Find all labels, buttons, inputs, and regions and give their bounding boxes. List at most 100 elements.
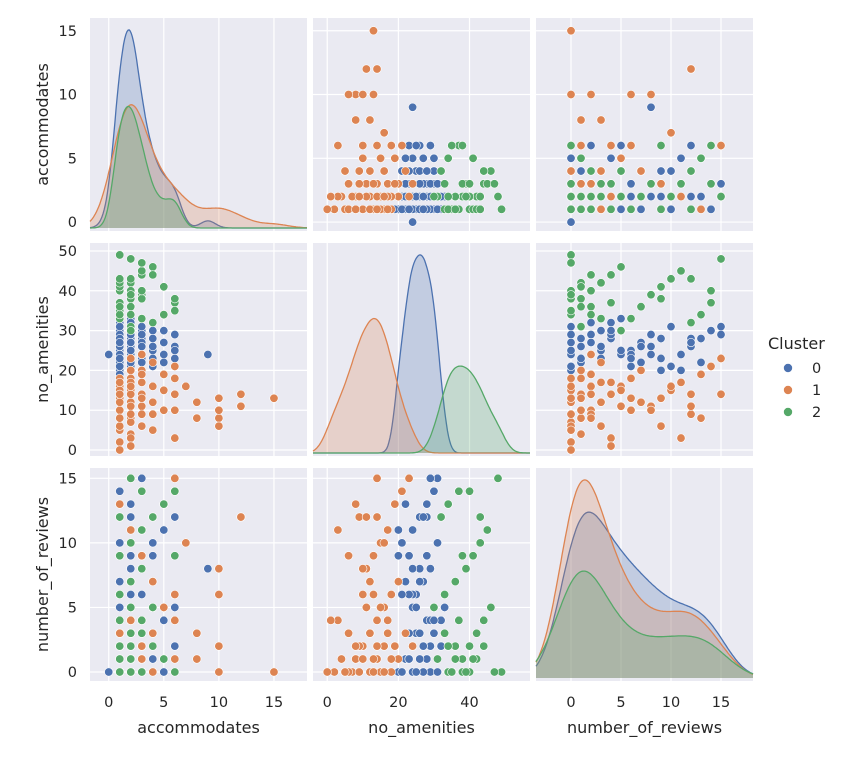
point-cluster-0 (596, 326, 606, 336)
point-cluster-1 (361, 64, 371, 74)
point-cluster-1 (269, 393, 279, 403)
point-cluster-0 (418, 192, 428, 202)
point-cluster-2 (696, 310, 706, 320)
point-cluster-1 (115, 389, 125, 399)
point-cluster-1 (606, 389, 616, 399)
point-cluster-2 (465, 179, 475, 189)
point-cluster-1 (376, 602, 386, 612)
point-cluster-2 (489, 179, 499, 189)
point-cluster-1 (566, 409, 576, 419)
point-cluster-2 (646, 179, 656, 189)
point-cluster-1 (576, 373, 586, 383)
point-cluster-1 (696, 204, 706, 214)
point-cluster-1 (137, 377, 147, 387)
x-tick-label: 5 (616, 695, 625, 711)
point-cluster-2 (706, 141, 716, 151)
point-cluster-1 (115, 437, 125, 447)
point-cluster-1 (137, 641, 147, 651)
y-tick-label: 15 (59, 24, 77, 40)
point-cluster-0 (606, 326, 616, 336)
point-cluster-1 (137, 369, 147, 379)
legend-label-0: 0 (812, 361, 821, 377)
point-cluster-0 (203, 564, 213, 574)
point-cluster-2 (636, 302, 646, 312)
panel-no_amenities-vs-number_of_reviews (536, 243, 753, 456)
point-cluster-1 (115, 413, 125, 423)
point-cluster-0 (616, 204, 626, 214)
panel-background (313, 243, 530, 456)
point-cluster-1 (192, 413, 202, 423)
point-cluster-2 (126, 302, 136, 312)
point-cluster-0 (400, 499, 410, 509)
point-cluster-1 (137, 551, 147, 561)
point-cluster-2 (126, 667, 136, 677)
point-cluster-0 (425, 141, 435, 151)
point-cluster-1 (126, 409, 136, 419)
point-cluster-1 (716, 353, 726, 363)
point-cluster-0 (626, 192, 636, 202)
point-cluster-2 (606, 179, 616, 189)
point-cluster-1 (365, 115, 375, 125)
point-cluster-0 (126, 551, 136, 561)
point-cluster-1 (606, 141, 616, 151)
point-cluster-1 (566, 26, 576, 36)
point-cluster-1 (686, 401, 696, 411)
point-cluster-1 (170, 615, 180, 625)
point-cluster-1 (576, 365, 586, 375)
kde-fill-cluster-0 (313, 254, 530, 453)
point-cluster-1 (576, 393, 586, 403)
point-cluster-1 (676, 433, 686, 443)
point-cluster-0 (159, 326, 169, 336)
point-cluster-0 (586, 318, 596, 328)
x-tick-label: 10 (210, 695, 228, 711)
point-cluster-0 (636, 357, 646, 367)
point-cluster-0 (666, 322, 676, 332)
y-tick-label: 5 (68, 151, 77, 167)
panel-no_amenities-vs-accommodates (90, 243, 307, 456)
point-cluster-1 (214, 405, 224, 415)
point-cluster-2 (566, 250, 576, 260)
point-cluster-1 (354, 179, 364, 189)
point-cluster-1 (586, 413, 596, 423)
point-cluster-0 (656, 192, 666, 202)
point-cluster-2 (686, 274, 696, 284)
point-cluster-1 (400, 628, 410, 638)
point-cluster-1 (192, 628, 202, 638)
point-cluster-0 (422, 551, 432, 561)
point-cluster-1 (148, 357, 158, 367)
point-cluster-0 (616, 141, 626, 151)
point-cluster-2 (646, 290, 656, 300)
point-cluster-2 (115, 590, 125, 600)
point-cluster-2 (115, 551, 125, 561)
point-cluster-1 (390, 499, 400, 509)
point-cluster-0 (170, 353, 180, 363)
point-cluster-2 (126, 274, 136, 284)
point-cluster-1 (576, 179, 586, 189)
kde-line-cluster-2 (313, 365, 530, 454)
point-cluster-0 (686, 141, 696, 151)
y-tick-label: 30 (59, 324, 77, 340)
point-cluster-1 (576, 405, 586, 415)
legend-title: Cluster (768, 334, 825, 353)
point-cluster-1 (626, 405, 636, 415)
point-cluster-1 (148, 381, 158, 391)
point-cluster-0 (415, 654, 425, 664)
point-cluster-1 (566, 437, 576, 447)
point-cluster-0 (159, 667, 169, 677)
point-cluster-0 (606, 153, 616, 163)
point-cluster-1 (340, 166, 350, 176)
point-cluster-0 (148, 342, 158, 352)
point-cluster-1 (686, 409, 696, 419)
point-cluster-1 (379, 538, 389, 548)
point-cluster-0 (408, 525, 418, 535)
point-cluster-1 (576, 429, 586, 439)
point-cluster-0 (696, 192, 706, 202)
point-cluster-2 (479, 615, 489, 625)
panel-accommodates-vs-no_amenities (313, 18, 530, 231)
x-tick-label: 10 (662, 695, 680, 711)
point-cluster-1 (214, 564, 224, 574)
point-cluster-1 (358, 564, 368, 574)
point-cluster-1 (586, 179, 596, 189)
point-cluster-1 (372, 512, 382, 522)
point-cluster-1 (566, 425, 576, 435)
